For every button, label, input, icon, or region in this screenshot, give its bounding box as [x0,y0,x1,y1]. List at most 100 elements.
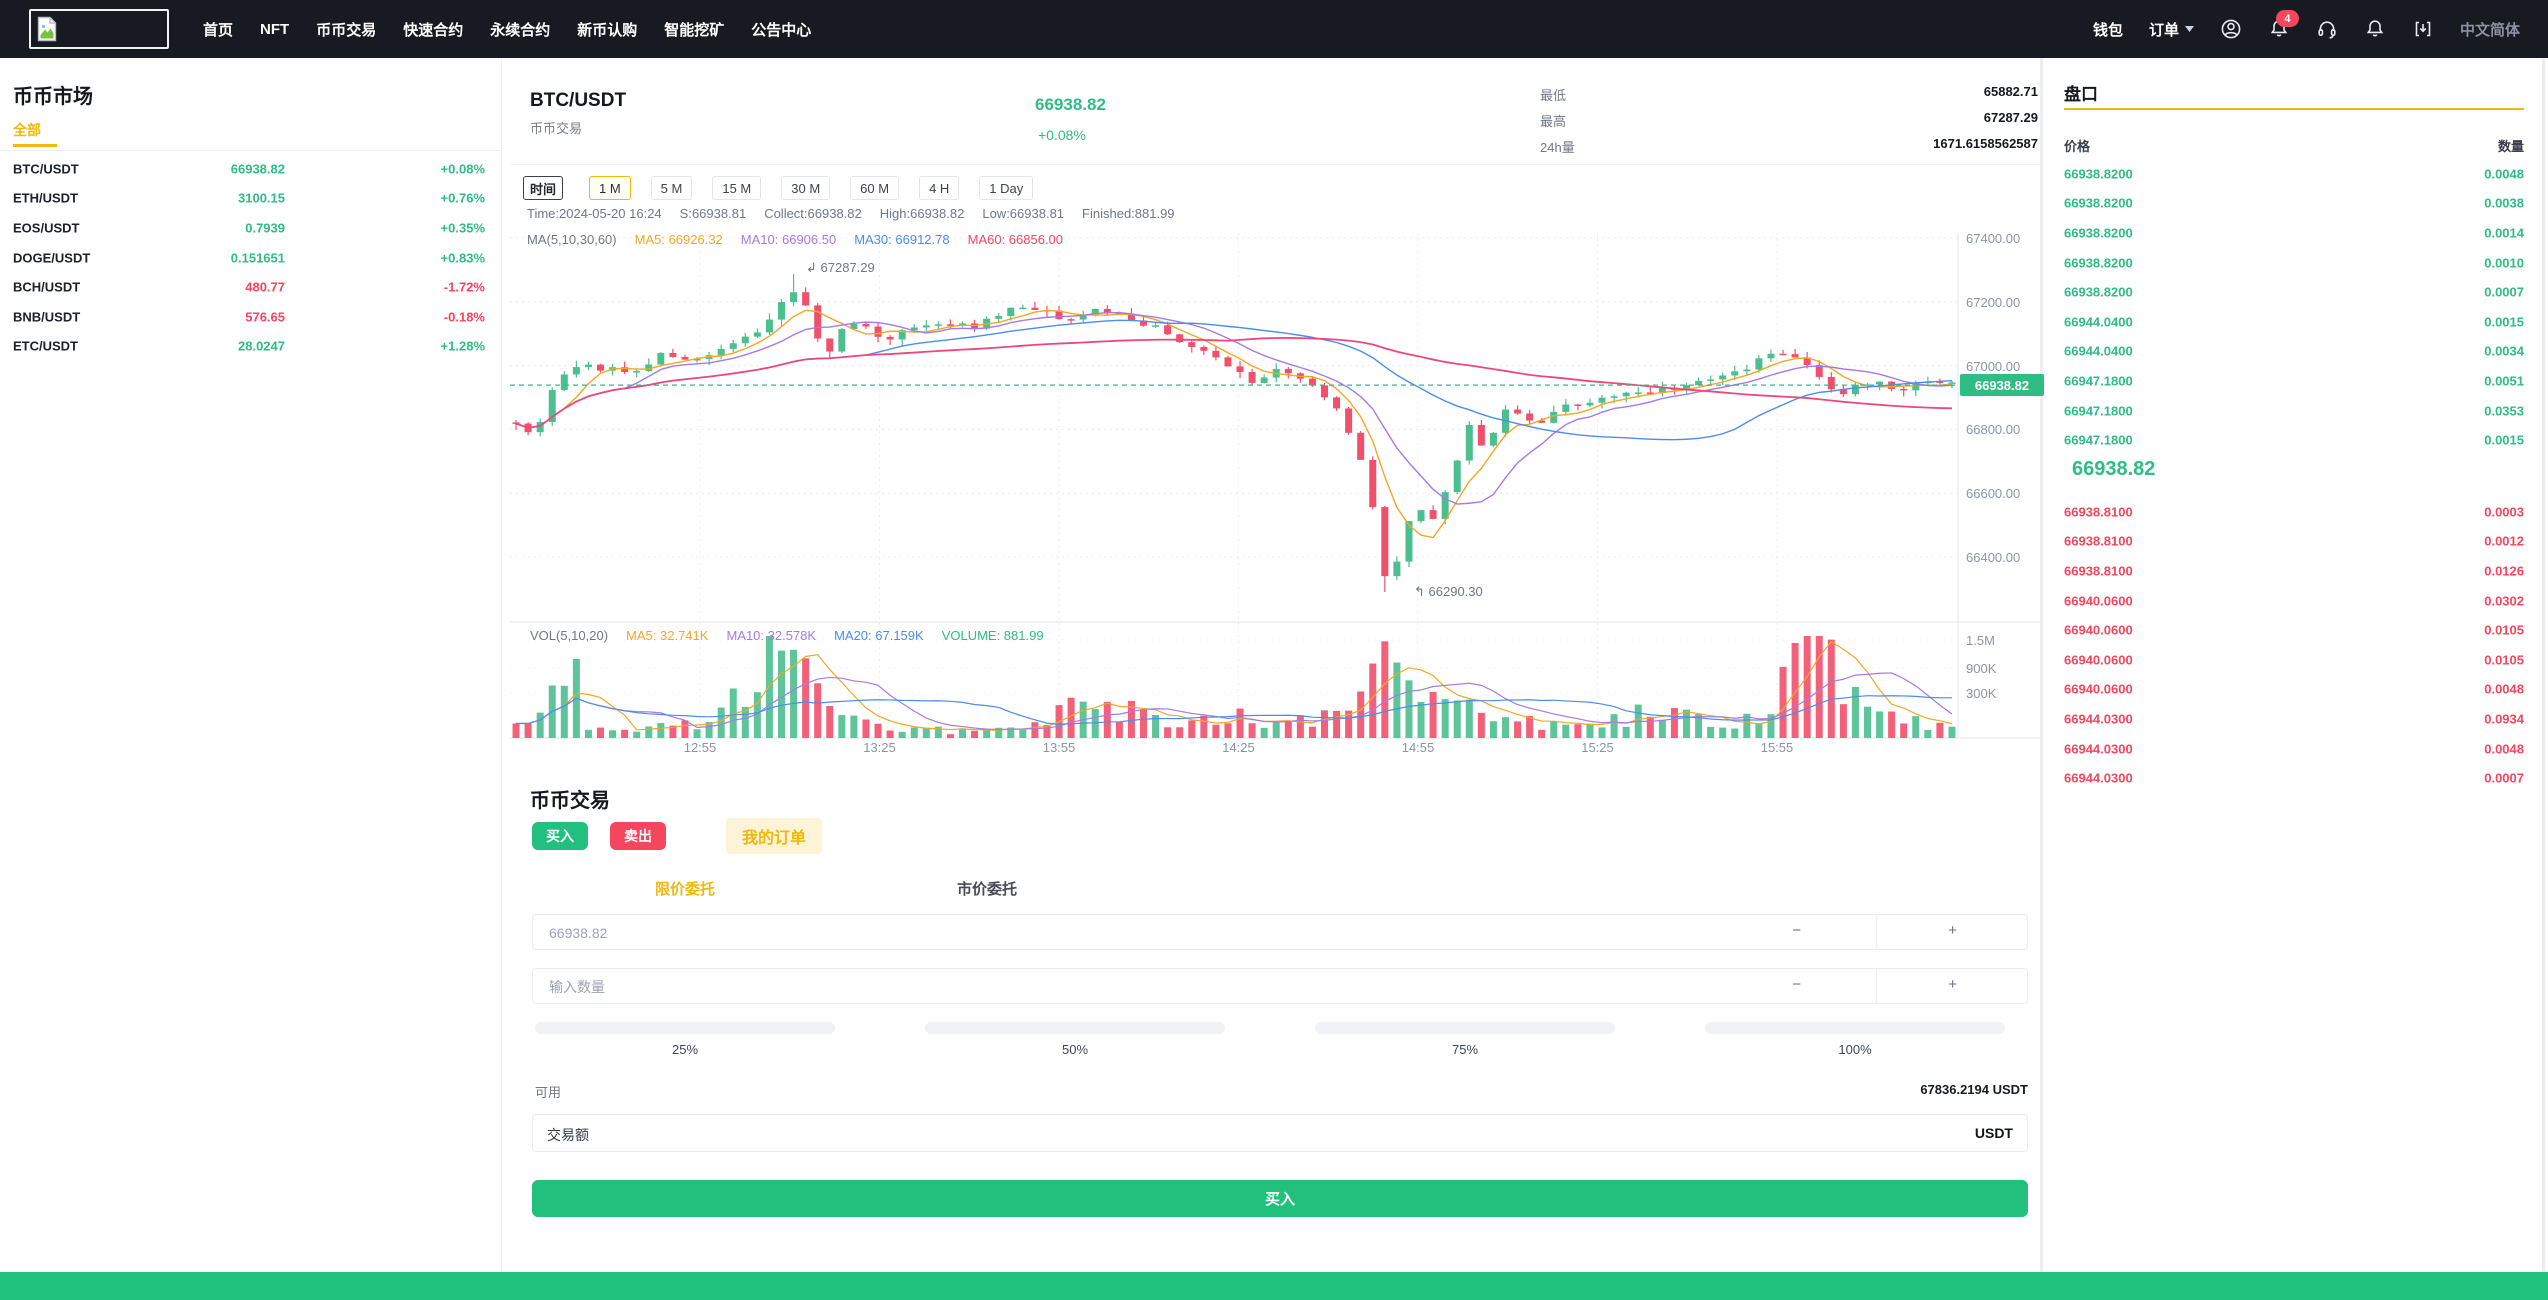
order-price: 66944.0400 [2064,343,2133,359]
buy-tab-button[interactable]: 买入 [532,822,588,850]
orders-label: 订单 [2148,21,2179,39]
buy-submit-button[interactable]: 买入 [532,1180,2028,1217]
nav-menu-item[interactable]: 币币交易 [316,21,377,39]
nav-menu-item[interactable]: 新币认购 [577,21,638,39]
interval-button[interactable]: 5 M [650,176,693,200]
user-icon[interactable] [2220,18,2242,40]
orderbook-bid-row[interactable]: 66940.0600 0.0048 [2064,675,2524,705]
quantity-minus-button[interactable]: − [1792,976,1801,993]
percent-segment[interactable] [1315,1022,1615,1034]
notification-badge: 4 [2275,10,2299,27]
chevron-down-icon [2184,26,2194,32]
announcement-bell-icon[interactable] [2364,18,2386,40]
percent-slider: 25% 50% 75% 100% [535,1022,2028,1062]
orderbook-ask-row[interactable]: 66947.1800 0.0051 [2064,366,2524,396]
interval-button[interactable]: 15 M [712,176,762,200]
quantity-input[interactable] [547,969,1731,1005]
y-axis-label: 66800.00 [1966,422,2021,438]
wallet-link[interactable]: 钱包 [2092,21,2123,39]
my-orders-button[interactable]: 我的订单 [726,818,822,854]
order-amount: 0.0048 [2484,741,2524,757]
download-app-icon[interactable] [2412,18,2434,40]
time-menu-button[interactable]: 时间 [523,176,564,200]
order-price: 66938.8200 [2064,255,2133,271]
orderbook-ask-row[interactable]: 66938.8200 0.0048 [2064,159,2524,189]
tab-market-order[interactable]: 市价委托 [957,881,1018,898]
market-row[interactable]: BTC/USDT 66938.82 +0.08% [0,154,502,184]
orderbook-ask-row[interactable]: 66938.8200 0.0007 [2064,277,2524,307]
orderbook-bid-row[interactable]: 66938.8100 0.0012 [2064,527,2524,557]
order-amount: 0.0015 [2484,432,2524,448]
available-label: 可用 [535,1085,562,1100]
pair-price: 0.151651 [230,250,285,266]
broken-image-icon [37,16,57,42]
pair-name: ETC/USDT [13,338,78,354]
price-input[interactable] [547,915,1731,951]
orderbook-bid-row[interactable]: 66938.8100 0.0126 [2064,556,2524,586]
support-headset-icon[interactable] [2316,18,2338,40]
pair-subtitle: 币币交易 [530,121,583,136]
percent-segment[interactable] [535,1022,835,1034]
orderbook-ask-row[interactable]: 66938.8200 0.0038 [2064,189,2524,219]
orderbook-bid-row[interactable]: 66944.0300 0.0048 [2064,734,2524,764]
nav-menu-item[interactable]: 首页 [203,21,234,39]
ma-legend: MA(5,10,30,60) MA5: 66926.32 MA10: 66906.5… [527,232,1063,247]
sell-tab-button[interactable]: 卖出 [610,822,666,850]
percent-segment[interactable] [1705,1022,2005,1034]
orderbook-ask-row[interactable]: 66944.0400 0.0015 [2064,307,2524,337]
stat-value: 1671.6158562587 [1933,136,2038,151]
orderbook-bid-row[interactable]: 66944.0300 0.0007 [2064,763,2524,793]
quantity-plus-button[interactable]: + [1948,976,1957,993]
nav-menu-item[interactable]: 智能挖矿 [664,21,725,39]
legend-item: S:66938.81 [679,206,747,221]
logo[interactable] [29,9,169,49]
interval-button[interactable]: 1 M [589,176,631,200]
order-price: 66938.8100 [2064,563,2133,579]
market-row[interactable]: ETC/USDT 28.0247 +1.28% [0,332,502,362]
market-row[interactable]: DOGE/USDT 0.151651 +0.83% [0,243,502,273]
interval-button[interactable]: 30 M [781,176,831,200]
order-price: 66944.0400 [2064,314,2133,330]
pair-change: +1.28% [440,338,485,354]
orderbook-ask-row[interactable]: 66947.1800 0.0353 [2064,396,2524,426]
tab-limit-order[interactable]: 限价委托 [655,881,716,898]
orderbook-bid-row[interactable]: 66944.0300 0.0934 [2064,704,2524,734]
interval-button[interactable]: 1 Day [979,176,1034,200]
interval-button[interactable]: 4 H [919,176,960,200]
high-arrow-icon: ↲ [806,260,817,275]
nav-menu-item[interactable]: 快速合约 [403,21,464,39]
amount-input-group[interactable]: 交易额 USDT [532,1114,2028,1152]
low-arrow-icon: ↰ [1414,584,1425,599]
orderbook-bid-row[interactable]: 66940.0600 0.0105 [2064,645,2524,675]
nav-menu-item[interactable]: 永续合约 [490,21,551,39]
scrollbar[interactable] [2542,58,2545,1272]
price-minus-button[interactable]: − [1792,922,1801,939]
candlestick-chart[interactable] [510,225,2040,760]
orderbook-ask-row[interactable]: 66938.8200 0.0010 [2064,248,2524,278]
market-row[interactable]: EOS/USDT 0.7939 +0.35% [0,213,502,243]
legend-item: VOLUME: 881.99 [941,628,1044,643]
x-axis-label: 15:25 [1581,740,1614,755]
orderbook-bid-row[interactable]: 66940.0600 0.0105 [2064,615,2524,645]
orderbook-ask-row[interactable]: 66938.8200 0.0014 [2064,218,2524,248]
order-amount: 0.0302 [2484,593,2524,609]
price-plus-button[interactable]: + [1948,922,1957,939]
nav-menu-item[interactable]: 公告中心 [751,21,812,39]
orderbook-bid-row[interactable]: 66938.8100 0.0003 [2064,497,2524,527]
language-selector[interactable]: 中文简体 [2459,21,2520,39]
market-row[interactable]: BNB/USDT 576.65 -0.18% [0,302,502,332]
interval-button[interactable]: 60 M [850,176,900,200]
notification-bell-icon[interactable]: 4 [2268,10,2299,40]
nav-menu-item[interactable]: NFT [260,20,290,38]
order-amount: 0.0105 [2484,622,2524,638]
orderbook-ask-row[interactable]: 66947.1800 0.0015 [2064,425,2524,455]
percent-segment[interactable] [925,1022,1225,1034]
market-row[interactable]: BCH/USDT 480.77 -1.72% [0,272,502,302]
orders-link[interactable]: 订单 [2149,19,2194,40]
tab-all-markets[interactable]: 全部 [13,122,41,138]
market-row[interactable]: ETH/USDT 3100.15 +0.76% [0,184,502,214]
interval-buttons: 1 M 5 M 15 M 30 M 60 M 4 H 1 Day [589,176,1034,200]
orderbook-bid-row[interactable]: 66940.0600 0.0302 [2064,586,2524,616]
orderbook-ask-row[interactable]: 66944.0400 0.0034 [2064,337,2524,367]
